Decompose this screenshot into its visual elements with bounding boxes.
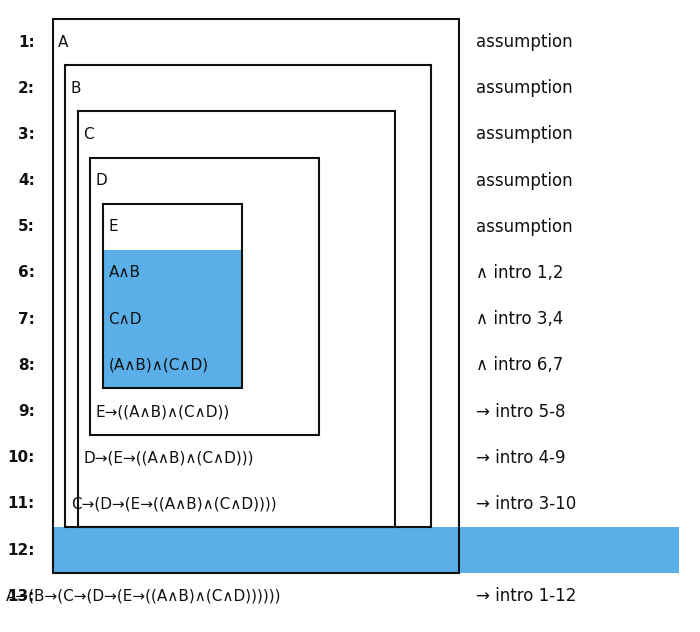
Text: assumption: assumption <box>476 172 573 190</box>
Bar <box>52 19 459 573</box>
Text: (A∧B)∧(C∧D): (A∧B)∧(C∧D) <box>108 358 209 373</box>
Text: 7:: 7: <box>18 312 35 327</box>
Bar <box>90 157 318 435</box>
Text: E→((A∧B)∧(C∧D)): E→((A∧B)∧(C∧D)) <box>96 404 230 419</box>
Text: 12:: 12: <box>8 543 35 557</box>
Text: ∧ intro 3,4: ∧ intro 3,4 <box>476 310 564 328</box>
Text: C→(D→(E→((A∧B)∧(C∧D)))): C→(D→(E→((A∧B)∧(C∧D)))) <box>71 496 277 511</box>
Bar <box>103 343 242 389</box>
Text: 3:: 3: <box>18 127 35 142</box>
Text: assumption: assumption <box>476 125 573 143</box>
Text: ∧ intro 1,2: ∧ intro 1,2 <box>476 264 564 282</box>
Text: B: B <box>71 81 81 95</box>
Text: C: C <box>83 127 94 142</box>
Text: → intro 1-12: → intro 1-12 <box>476 587 576 605</box>
Text: → intro 3-10: → intro 3-10 <box>476 495 576 513</box>
Text: 4:: 4: <box>18 173 35 188</box>
Text: D: D <box>96 173 108 188</box>
Text: 6:: 6: <box>18 265 35 281</box>
Text: assumption: assumption <box>476 33 573 51</box>
Text: 1:: 1: <box>18 35 35 49</box>
Text: ∧ intro 6,7: ∧ intro 6,7 <box>476 356 564 374</box>
Text: A→(B→(C→(D→(E→((A∧B)∧(C∧D)))))): A→(B→(C→(D→(E→((A∧B)∧(C∧D)))))) <box>6 589 281 604</box>
Text: assumption: assumption <box>476 79 573 97</box>
Text: 13:: 13: <box>8 589 35 604</box>
Text: assumption: assumption <box>476 218 573 236</box>
Text: → intro 5-8: → intro 5-8 <box>476 403 566 420</box>
Text: → intro 4-9: → intro 4-9 <box>476 449 566 466</box>
Text: 11:: 11: <box>8 496 35 511</box>
Bar <box>103 296 242 343</box>
Text: D→(E→((A∧B)∧(C∧D))): D→(E→((A∧B)∧(C∧D))) <box>83 450 254 465</box>
Bar <box>65 65 430 527</box>
Bar <box>103 250 242 296</box>
Text: 2:: 2: <box>18 81 35 95</box>
Bar <box>52 527 679 573</box>
Text: C∧D: C∧D <box>108 312 142 327</box>
Text: E: E <box>108 219 118 234</box>
Bar <box>78 111 395 527</box>
Text: A: A <box>58 35 69 49</box>
Text: 9:: 9: <box>18 404 35 419</box>
Text: 5:: 5: <box>18 219 35 234</box>
Text: 10:: 10: <box>8 450 35 465</box>
Text: A∧B: A∧B <box>108 265 141 281</box>
Text: 8:: 8: <box>18 358 35 373</box>
Bar <box>103 204 242 389</box>
